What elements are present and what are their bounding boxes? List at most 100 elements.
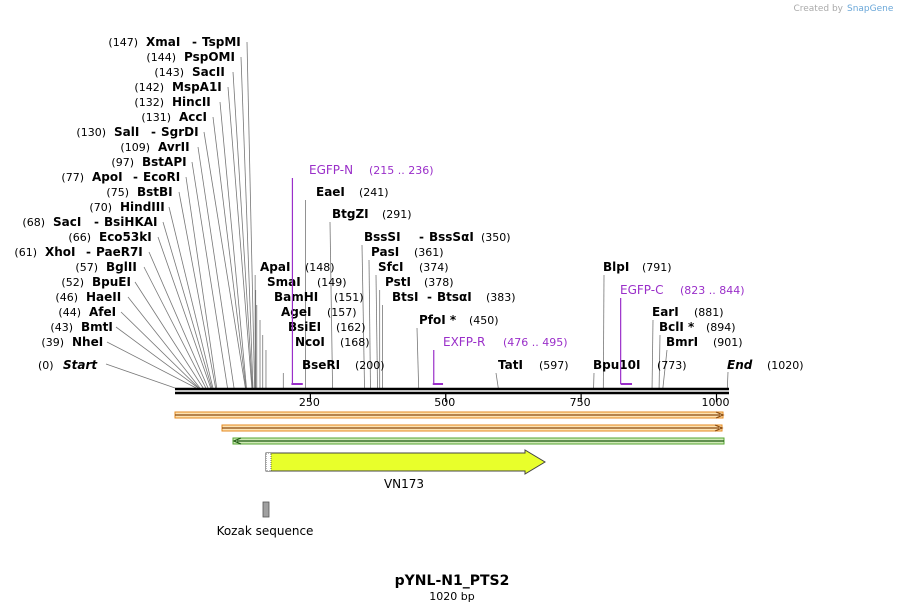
- feature-vn173[interactable]: VN173: [265, 449, 546, 491]
- leader-line: [162, 221, 213, 389]
- enzyme-position: (57): [75, 261, 98, 274]
- enzyme-site-saci[interactable]: (68) SacI - BsiHKAI: [22, 215, 157, 229]
- enzyme-site-eari[interactable]: EarI (881): [652, 305, 724, 319]
- enzyme-position: (43): [50, 321, 73, 334]
- enzyme-position: (97): [111, 156, 134, 169]
- enzyme-site-bcli[interactable]: BclI * (894): [659, 320, 736, 334]
- enzyme-isoschizomer: PaeR7I: [96, 245, 143, 259]
- enzyme-isoschizomer: EcoRI: [143, 170, 180, 184]
- enzyme-isoschizomer: BtsαI: [437, 290, 472, 304]
- enzyme-name: AvrII: [158, 140, 190, 154]
- leader-line: [368, 259, 371, 389]
- right-enzyme-labels: BlpI (791) EarI (881)BclI * (894) BmrI (901) Bp…: [593, 260, 743, 372]
- enzyme-site-eaei[interactable]: EaeI (241): [316, 185, 389, 199]
- enzyme-site-pfoi[interactable]: PfoI * (450): [419, 313, 499, 327]
- enzyme-site-agei[interactable]: AgeI (157): [281, 305, 357, 319]
- enzyme-site-hindiii[interactable]: (70) HindIII: [89, 200, 164, 214]
- tick-label: 750: [570, 396, 591, 409]
- enzyme-site-blpi[interactable]: BlpI (791): [603, 260, 672, 274]
- enzyme-name: SacII: [192, 65, 225, 79]
- enzyme-name: BsiEI: [288, 320, 321, 334]
- enzyme-site-bmti[interactable]: (43) BmtI: [50, 320, 112, 334]
- enzyme-name: SmaI: [267, 275, 301, 289]
- enzyme-site-hincii[interactable]: (132) HincII: [134, 95, 210, 109]
- enzyme-name: HincII: [172, 95, 211, 109]
- enzyme-site-afei[interactable]: (44) AfeI: [58, 305, 116, 319]
- enzyme-name: BtsI: [392, 290, 419, 304]
- enzyme-site-pasi[interactable]: PasI (361): [371, 245, 444, 259]
- enzyme-site-sacii[interactable]: (143) SacII: [154, 65, 224, 79]
- snapgene-logo-text: SnapGene: [847, 4, 894, 14]
- orf-orange-2[interactable]: [221, 424, 724, 432]
- end-label: End: [727, 358, 753, 372]
- primer-egfp-n[interactable]: EGFP-N (215 .. 236): [291, 163, 434, 385]
- left-enzyme-stack: (147) XmaI - TspMI (144) PspOMI(143) SacII(142…: [14, 35, 240, 349]
- enzyme-name: PspOMI: [184, 50, 235, 64]
- vn173-arrow[interactable]: [265, 449, 546, 475]
- enzyme-site-xhoi[interactable]: (61) XhoI - PaeR7I: [14, 245, 142, 259]
- enzyme-site-smai[interactable]: SmaI (149): [267, 275, 347, 289]
- enzyme-site-avrii[interactable]: (109) AvrII: [120, 140, 189, 154]
- start-pos: (0): [38, 359, 54, 372]
- enzyme-name: BstAPI: [142, 155, 187, 169]
- enzyme-site-sali[interactable]: (130) SalI - SgrDI: [76, 125, 198, 139]
- vn173-label: VN173: [384, 477, 424, 491]
- enzyme-site-apoi[interactable]: (77) ApoI - EcoRI: [61, 170, 180, 184]
- enzyme-site-nhei[interactable]: (39) NheI: [41, 335, 103, 349]
- enzyme-isoschizomer: TspMI: [202, 35, 241, 49]
- enzyme-site-tati[interactable]: TatI (597): [498, 358, 569, 372]
- enzyme-site-ncoi[interactable]: NcoI (168): [295, 335, 370, 349]
- enzyme-site-mspa1i[interactable]: (142) MspA1I: [134, 80, 221, 94]
- enzyme-site-eco53ki[interactable]: (66) Eco53kI: [68, 230, 151, 244]
- enzyme-name: SfcI: [378, 260, 403, 274]
- snapgene-branding: Created by SnapGene: [793, 4, 893, 14]
- primer-egfp-c[interactable]: EGFP-C (823 .. 844): [620, 283, 745, 385]
- enzyme-position: (350): [481, 231, 511, 244]
- enzyme-site-btgzi[interactable]: BtgZI (291): [332, 207, 412, 221]
- enzyme-site-bpu10i[interactable]: Bpu10I (773): [593, 358, 687, 372]
- middle-enzyme-labels: EaeI (241) BtgZI (291) BssSI - BssSαI (350)PasI…: [260, 185, 569, 372]
- feature-kozak[interactable]: Kozak sequence: [217, 501, 314, 538]
- leader-line: [495, 372, 499, 389]
- primer-name: EGFP-C: [620, 283, 663, 297]
- enzyme-site-bstapi[interactable]: (97) BstAPI: [111, 155, 186, 169]
- enzyme-site-bseri[interactable]: BseRI (200): [302, 358, 385, 372]
- enzyme-name: AgeI: [281, 305, 311, 319]
- orf-green[interactable]: [232, 437, 725, 445]
- enzyme-site-haeii[interactable]: (46) HaeII: [55, 290, 121, 304]
- leader-line: [191, 161, 228, 389]
- enzyme-name: EarI: [652, 305, 679, 319]
- orf-orange-1[interactable]: [174, 411, 725, 419]
- enzyme-site-pspomi[interactable]: (144) PspOMI: [146, 50, 235, 64]
- kozak-box[interactable]: [262, 501, 270, 518]
- enzyme-site-bglii[interactable]: (57) BglII: [75, 260, 136, 274]
- primer-exfp-r[interactable]: EXFP-R (476 .. 495): [432, 335, 568, 385]
- tick-label: 500: [434, 396, 455, 409]
- map-title: pYNL-N1_PTS2: [395, 573, 510, 589]
- enzyme-site-xmai[interactable]: (147) XmaI - TspMI: [108, 35, 240, 49]
- enzyme-position: (66): [68, 231, 91, 244]
- primer-annotations: EGFP-N (215 .. 236) EXFP-R (476 .. 495) EGFP…: [291, 163, 745, 385]
- enzyme-site-bstbi[interactable]: (75) BstBI: [106, 185, 172, 199]
- enzyme-site-bsssi[interactable]: BssSI - BssSαI (350): [364, 230, 511, 244]
- enzyme-site-btsi[interactable]: BtsI - BtsαI (383): [392, 290, 516, 304]
- enzyme-site-bpuei[interactable]: (52) BpuEI: [61, 275, 131, 289]
- enzyme-site-bsiei[interactable]: BsiEI (162): [288, 320, 366, 334]
- enzyme-site-psti[interactable]: PstI (378): [385, 275, 454, 289]
- kozak-label: Kozak sequence: [217, 524, 314, 538]
- leader-line: [375, 274, 378, 389]
- primer-name: EGFP-N: [309, 163, 353, 177]
- enzyme-site-bamhi[interactable]: BamHI (151): [274, 290, 364, 304]
- site-leader-lines: [105, 41, 729, 389]
- enzyme-site-sfci[interactable]: SfcI (374): [378, 260, 449, 274]
- enzyme-site-apai[interactable]: ApaI (148): [260, 260, 335, 274]
- enzyme-site-acci[interactable]: (131) AccI: [141, 110, 207, 124]
- enzyme-name: BpuEI: [92, 275, 131, 289]
- enzyme-dash: -: [133, 170, 138, 184]
- enzyme-name: HaeII: [86, 290, 121, 304]
- enzyme-site-bmri[interactable]: BmrI (901): [666, 335, 743, 349]
- enzyme-name: BstBI: [137, 185, 173, 199]
- enzyme-position: (144): [146, 51, 176, 64]
- ruler-tick-1000: 1000: [702, 394, 730, 409]
- enzyme-name: AfeI: [89, 305, 116, 319]
